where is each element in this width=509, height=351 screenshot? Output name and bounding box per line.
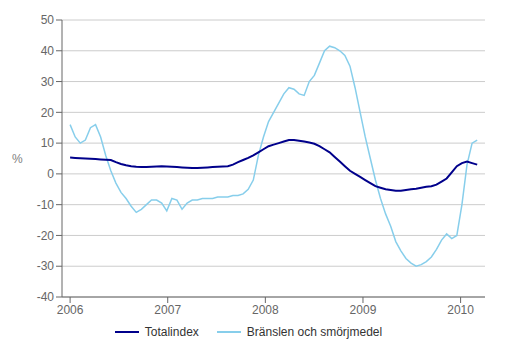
svg-text:-40: -40	[37, 290, 55, 304]
html-text:Bränslen och smörjmedel: Bränslen och smörjmedel	[246, 325, 383, 339]
svg-text:0: 0	[47, 167, 54, 181]
svg-text:-10: -10	[37, 198, 55, 212]
svg-text:20: 20	[41, 106, 55, 120]
svg-text:50: 50	[41, 13, 55, 27]
svg-text:2006: 2006	[57, 303, 84, 317]
svg-text:%: %	[12, 152, 23, 166]
svg-text:2008: 2008	[252, 303, 279, 317]
svg-text:2007: 2007	[154, 303, 181, 317]
svg-text:10: 10	[41, 136, 55, 150]
html-text:Totalindex: Totalindex	[144, 325, 199, 339]
svg-text:-30: -30	[37, 259, 55, 273]
svg-text:2009: 2009	[350, 303, 377, 317]
svg-text:30: 30	[41, 75, 55, 89]
svg-text:40: 40	[41, 44, 55, 58]
svg-text:2010: 2010	[447, 303, 474, 317]
svg-text:-20: -20	[37, 229, 55, 243]
